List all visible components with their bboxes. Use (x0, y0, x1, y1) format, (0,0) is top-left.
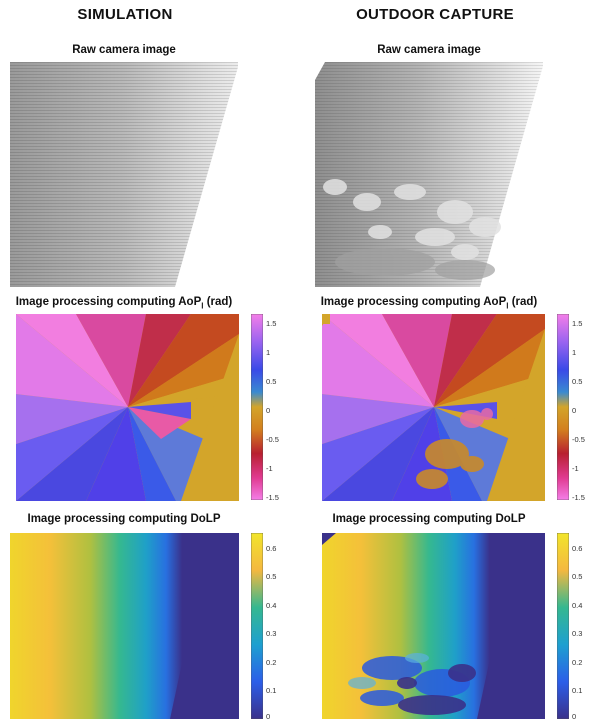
dolp-tick: 0.6 (572, 544, 583, 553)
aop-tick: 1 (266, 348, 271, 357)
dolp-tick: 0.3 (572, 629, 583, 638)
aop-tick: 0 (266, 406, 271, 415)
aop-tick: -1.5 (266, 493, 279, 502)
raw-image-simulation (10, 62, 238, 287)
aop-tick: 1 (572, 348, 577, 357)
column-heading-outdoor-capture: OUTDOOR CAPTURE (356, 6, 514, 23)
dolp-image-simulation (10, 533, 239, 719)
aop-tick: 0.5 (572, 377, 583, 386)
dolp-image-outdoor (322, 533, 545, 719)
raw-image-outdoor (315, 62, 543, 287)
dolp-tick: 0.1 (572, 686, 583, 695)
raw-title-simulation: Raw camera image (72, 44, 176, 56)
aop-tick: -1 (266, 464, 273, 473)
dolp-title-simulation: Image processing computing DoLP (27, 513, 221, 525)
dolp-tick: 0.5 (572, 572, 583, 581)
dolp-tick: 0.4 (572, 601, 583, 610)
dolp-tick: 0 (266, 712, 271, 721)
dolp-tick: 0.1 (266, 686, 277, 695)
aop-tick: -1.5 (572, 493, 585, 502)
aop-colorbar-simulation (251, 314, 263, 500)
dolp-tick: 0.6 (266, 544, 277, 553)
aop-title-outdoor: Image processing computing AoPl (rad) (320, 296, 538, 311)
aop-tick: -0.5 (266, 435, 279, 444)
dolp-colorbar-outdoor (557, 533, 569, 719)
dolp-title-outdoor: Image processing computing DoLP (332, 513, 526, 525)
aop-tick: 0 (572, 406, 577, 415)
dolp-tick: 0.2 (266, 658, 277, 667)
aop-tick: -1 (572, 464, 579, 473)
dolp-tick: 0 (572, 712, 577, 721)
aop-tick: 0.5 (266, 377, 277, 386)
dolp-tick: 0.3 (266, 629, 277, 638)
aop-tick: -0.5 (572, 435, 585, 444)
raw-title-outdoor: Raw camera image (377, 44, 481, 56)
aop-image-simulation (16, 314, 239, 501)
aop-image-outdoor (322, 314, 545, 501)
aop-tick: 1.5 (572, 319, 583, 328)
dolp-tick: 0.4 (266, 601, 277, 610)
dolp-tick: 0.5 (266, 572, 277, 581)
aop-tick: 1.5 (266, 319, 277, 328)
aop-title-simulation: Image processing computing AoPl (rad) (15, 296, 233, 311)
dolp-tick: 0.2 (572, 658, 583, 667)
aop-colorbar-outdoor (557, 314, 569, 500)
dolp-colorbar-simulation (251, 533, 263, 719)
column-heading-simulation: SIMULATION (77, 6, 173, 23)
